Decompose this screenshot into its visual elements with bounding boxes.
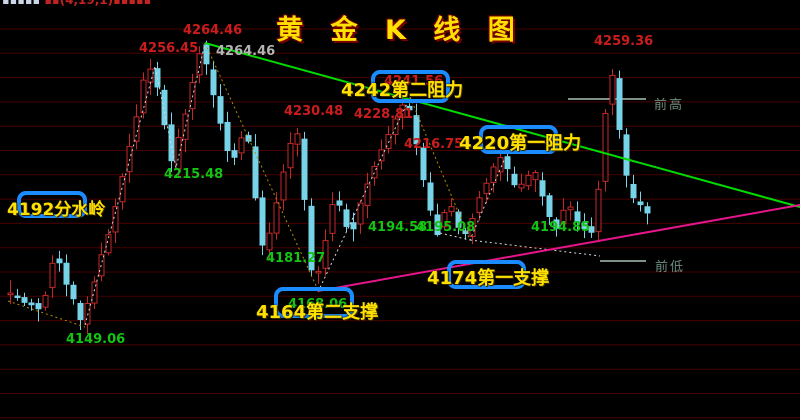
chart-title: 黄 金 K 线 图 (276, 15, 524, 46)
ticker-right-fragment: ∎∎(4,19,1)∎∎∎∎∎ (44, 0, 152, 7)
grid-lines (0, 28, 800, 419)
zigzag-dotted-lines (7, 42, 601, 328)
clipped-ticker-text: ∎∎∎∎∎ ∎∎(4,19,1)∎∎∎∎∎ (2, 0, 151, 7)
ticker-left-fragment: ∎∎∎∎∎ (2, 0, 41, 7)
candlesticks (7, 40, 651, 334)
level-lines (568, 98, 646, 262)
